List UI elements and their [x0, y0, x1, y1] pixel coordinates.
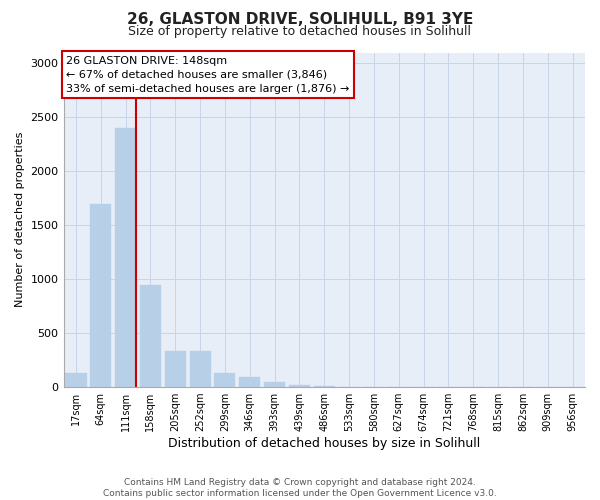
Text: 26, GLASTON DRIVE, SOLIHULL, B91 3YE: 26, GLASTON DRIVE, SOLIHULL, B91 3YE [127, 12, 473, 28]
Bar [314, 386, 335, 387]
Bar [338, 386, 359, 387]
X-axis label: Distribution of detached houses by size in Solihull: Distribution of detached houses by size … [168, 437, 481, 450]
Bar [115, 128, 136, 387]
Bar [65, 373, 86, 387]
Y-axis label: Number of detached properties: Number of detached properties [15, 132, 25, 308]
Bar [214, 373, 235, 387]
Text: Contains HM Land Registry data © Crown copyright and database right 2024.
Contai: Contains HM Land Registry data © Crown c… [103, 478, 497, 498]
Bar [289, 385, 310, 387]
Text: Size of property relative to detached houses in Solihull: Size of property relative to detached ho… [128, 25, 472, 38]
Bar [239, 378, 260, 387]
Bar [140, 284, 161, 387]
Bar [165, 352, 186, 387]
Bar [190, 352, 211, 387]
Bar [90, 204, 112, 387]
Text: 26 GLASTON DRIVE: 148sqm
← 67% of detached houses are smaller (3,846)
33% of sem: 26 GLASTON DRIVE: 148sqm ← 67% of detach… [66, 56, 350, 94]
Bar [264, 382, 285, 387]
